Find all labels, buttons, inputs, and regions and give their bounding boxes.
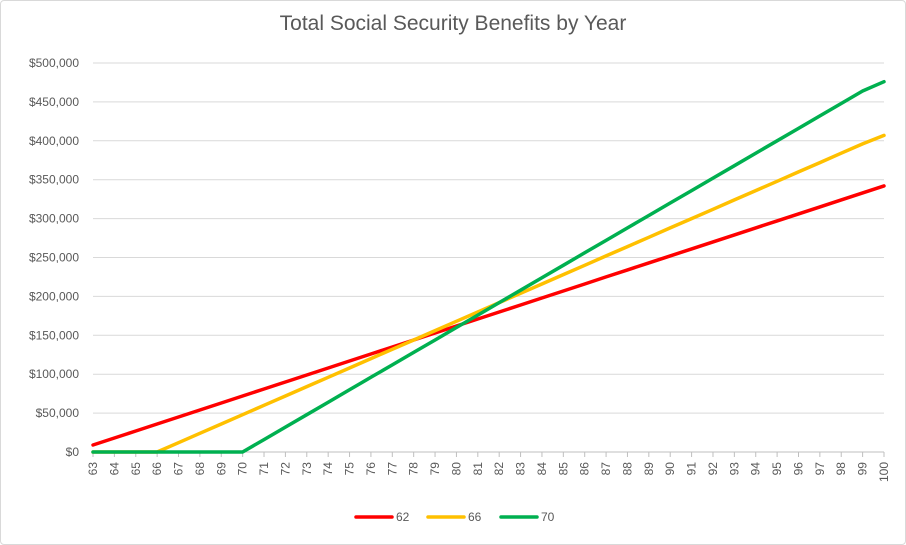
x-tick-label: 97	[813, 462, 827, 476]
series-line-70	[91, 79, 886, 454]
x-tick-label: 68	[193, 462, 207, 476]
gridlines	[92, 62, 885, 457]
x-tick-label: 73	[300, 462, 314, 476]
x-tick-label: 87	[599, 462, 613, 476]
x-tick-label: 91	[685, 462, 699, 476]
x-tick-label: 75	[343, 462, 357, 476]
legend-label-66: 66	[468, 510, 482, 524]
x-tick-label: 71	[257, 462, 271, 476]
y-tick-label: $300,000	[29, 212, 79, 226]
chart-title: Total Social Security Benefits by Year	[279, 12, 627, 35]
y-tick-label: $0	[66, 445, 80, 459]
x-tick-label: 82	[492, 462, 506, 476]
x-tick-label: 84	[535, 462, 549, 476]
x-tick-label: 94	[749, 462, 763, 476]
x-tick-label: 85	[556, 462, 570, 476]
x-tick-label: 99	[856, 462, 870, 476]
y-tick-label: $500,000	[29, 56, 79, 70]
x-tick-label: 63	[86, 462, 100, 476]
legend-label-62: 62	[396, 510, 410, 524]
x-tick-label: 72	[278, 462, 292, 476]
x-tick-label: 98	[834, 462, 848, 476]
legend: 62 66 70	[354, 510, 555, 524]
x-tick-label: 83	[514, 462, 528, 476]
x-tick-label: 80	[449, 462, 463, 476]
x-tick-label: 96	[791, 462, 805, 476]
y-tick-label: $250,000	[29, 251, 79, 265]
x-tick-label: 70	[236, 462, 250, 476]
x-tick-label: 69	[214, 462, 228, 476]
x-tick-label: 88	[620, 462, 634, 476]
x-tick-label: 92	[706, 462, 720, 476]
x-tick-label: 76	[364, 462, 378, 476]
x-tick-label: 100	[877, 462, 891, 482]
x-tick-label: 78	[407, 462, 421, 476]
x-tick-label: 74	[321, 462, 335, 476]
x-tick-label: 65	[129, 462, 143, 476]
y-tick-label: $450,000	[29, 95, 79, 109]
x-tick-label: 95	[770, 462, 784, 476]
y-tick-label: $200,000	[29, 289, 79, 303]
x-tick-label: 77	[385, 462, 399, 476]
x-tick-label: 67	[172, 462, 186, 476]
y-tick-label: $350,000	[29, 173, 79, 187]
x-tick-label: 64	[107, 462, 121, 476]
y-tick-label: $150,000	[29, 328, 79, 342]
x-tick-label: 89	[642, 462, 656, 476]
y-tick-label: $100,000	[29, 367, 79, 381]
legend-label-70: 70	[541, 510, 555, 524]
x-tick-label: 86	[578, 462, 592, 476]
x-tick-label: 90	[663, 462, 677, 476]
x-tick-label: 81	[471, 462, 485, 476]
y-tick-label: $50,000	[36, 406, 80, 420]
x-tick-label: 79	[428, 462, 442, 476]
series-lines	[91, 79, 886, 454]
y-tick-label: $400,000	[29, 134, 79, 148]
series-line-62	[91, 184, 886, 447]
x-axis-labels: 63 64 65 66 67 68 69 70 71 72 73 74 75 76 77 78 79 80 81 82…	[86, 462, 891, 482]
x-tick-label: 93	[727, 462, 741, 476]
x-tick-label: 66	[150, 462, 164, 476]
y-axis-labels: $0 $50,000 $100,000 $150,000 $200,000 $250,00…	[29, 56, 79, 459]
